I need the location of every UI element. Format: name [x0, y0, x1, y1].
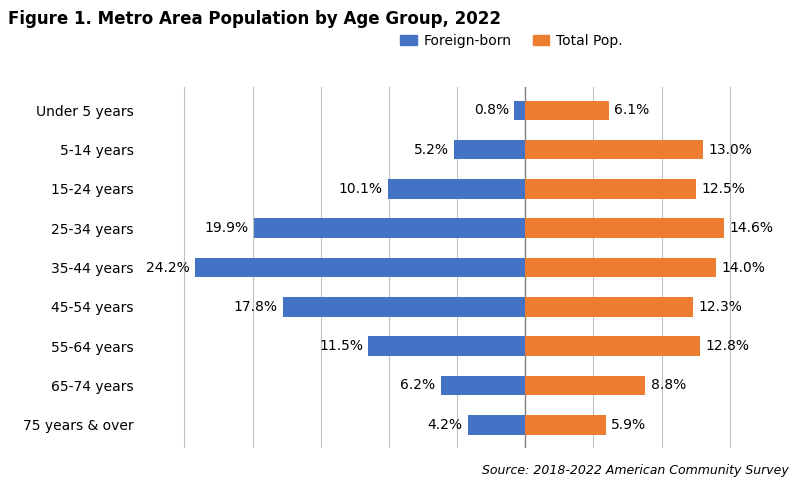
- Bar: [525, 258, 717, 277]
- Bar: [368, 336, 525, 356]
- Bar: [525, 101, 608, 120]
- Bar: [525, 140, 703, 160]
- Bar: [387, 179, 525, 199]
- Text: 5.9%: 5.9%: [611, 418, 646, 432]
- Text: 8.8%: 8.8%: [651, 378, 686, 392]
- Legend: Foreign-born, Total Pop.: Foreign-born, Total Pop.: [395, 28, 629, 54]
- Text: 14.0%: 14.0%: [722, 260, 766, 275]
- Text: 24.2%: 24.2%: [146, 260, 190, 275]
- Bar: [283, 297, 525, 317]
- Bar: [254, 218, 525, 238]
- Text: 6.2%: 6.2%: [400, 378, 435, 392]
- Text: 11.5%: 11.5%: [319, 339, 363, 353]
- Text: 0.8%: 0.8%: [474, 103, 509, 117]
- Text: 4.2%: 4.2%: [427, 418, 462, 432]
- Text: 13.0%: 13.0%: [708, 143, 752, 157]
- Bar: [525, 297, 693, 317]
- Bar: [454, 140, 525, 160]
- Bar: [514, 101, 525, 120]
- Text: 12.8%: 12.8%: [705, 339, 749, 353]
- Text: 12.3%: 12.3%: [698, 300, 742, 314]
- Bar: [525, 218, 724, 238]
- Text: 12.5%: 12.5%: [701, 182, 745, 196]
- Text: 17.8%: 17.8%: [233, 300, 277, 314]
- Bar: [525, 179, 696, 199]
- Text: 14.6%: 14.6%: [730, 221, 774, 235]
- Text: 19.9%: 19.9%: [204, 221, 249, 235]
- Text: Figure 1. Metro Area Population by Age Group, 2022: Figure 1. Metro Area Population by Age G…: [8, 10, 501, 27]
- Bar: [525, 375, 646, 395]
- Bar: [195, 258, 525, 277]
- Bar: [441, 375, 525, 395]
- Bar: [468, 415, 525, 434]
- Text: Source: 2018-2022 American Community Survey: Source: 2018-2022 American Community Sur…: [482, 464, 789, 477]
- Bar: [525, 336, 700, 356]
- Text: 6.1%: 6.1%: [614, 103, 650, 117]
- Text: 5.2%: 5.2%: [414, 143, 449, 157]
- Bar: [525, 415, 606, 434]
- Text: 10.1%: 10.1%: [338, 182, 382, 196]
